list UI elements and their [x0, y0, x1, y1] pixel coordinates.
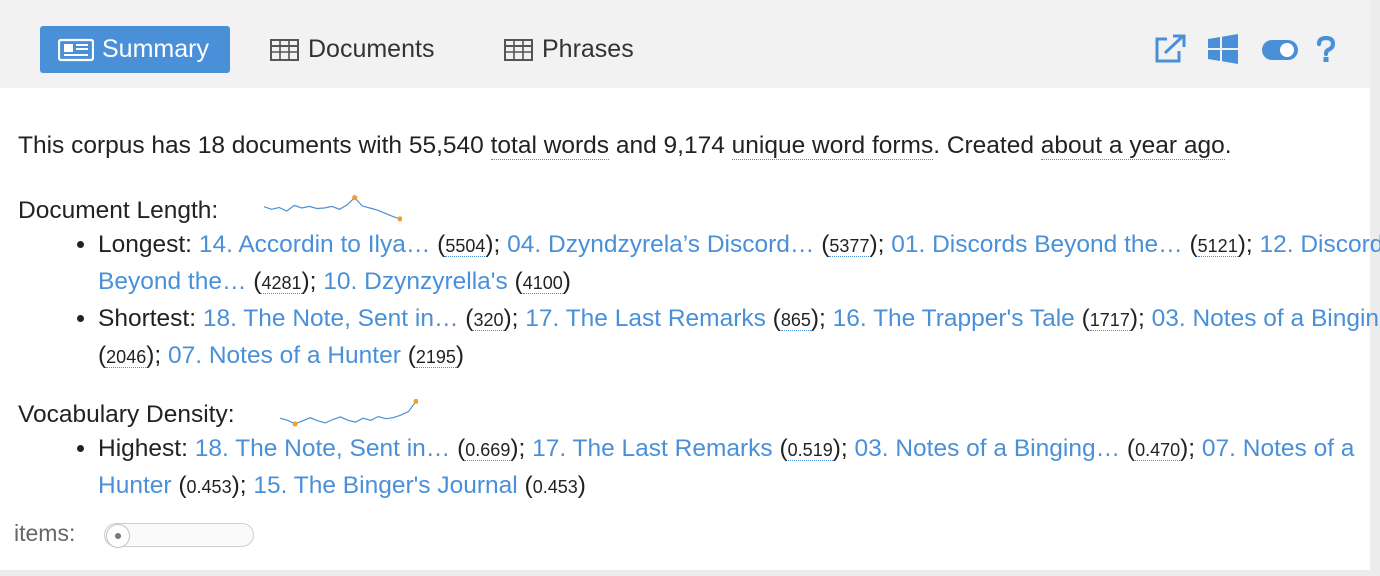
- document-count: 5377: [829, 236, 870, 257]
- document-count: 2195: [415, 347, 456, 368]
- vocabulary-density-sparkline: [279, 398, 418, 427]
- document-count: 4281: [261, 273, 302, 294]
- newspaper-icon: [58, 38, 94, 62]
- document-link[interactable]: 12. Discords Beyond the…: [98, 231, 1380, 295]
- items-slider[interactable]: [104, 523, 254, 548]
- highest-label: Highest:: [98, 435, 188, 462]
- sparkline-series: [263, 196, 401, 220]
- vocabulary-density-list: Highest: 18. The Note, Sent in… (0.669);…: [40, 431, 1380, 505]
- sparkline-max-point: [352, 195, 358, 201]
- document-count: 0.453: [532, 477, 578, 497]
- total-words-term[interactable]: total words: [490, 132, 610, 160]
- document-count: 0.453: [186, 477, 232, 497]
- longest-item: Longest: 14. Accordin to Ilya… (5504); 0…: [98, 227, 1380, 301]
- shortest-item: Shortest: 18. The Note, Sent in… (320); …: [98, 301, 1380, 375]
- document-link[interactable]: 07. Notes of a Hunter: [98, 435, 1355, 499]
- external-link-icon[interactable]: [1153, 34, 1187, 64]
- corpus-summary: This corpus has 18 documents with 55,540…: [18, 132, 1232, 160]
- document-link[interactable]: 07. Notes of a Hunter: [168, 342, 401, 369]
- tab-summary[interactable]: Summary: [40, 26, 230, 73]
- toggle-icon[interactable]: [1261, 38, 1299, 62]
- created-date[interactable]: about a year ago: [1040, 132, 1225, 160]
- vocabulary-density-title: Vocabulary Density:: [18, 401, 235, 428]
- tool-header: Summary Documents: [0, 0, 1370, 88]
- document-link[interactable]: 03. Notes of a Binging…: [1151, 305, 1380, 332]
- document-count: 0.470: [1135, 440, 1181, 461]
- items-slider-handle[interactable]: [106, 524, 130, 548]
- document-count: 0.519: [787, 440, 833, 461]
- document-length-sparkline: [263, 195, 402, 222]
- document-link[interactable]: 10. Dzynzyrella's: [323, 268, 508, 295]
- items-label: items:: [14, 520, 76, 546]
- document-link[interactable]: 03. Notes of a Binging…: [854, 435, 1121, 462]
- document-link[interactable]: 18. The Note, Sent in…: [194, 435, 451, 462]
- document-count: 1717: [1089, 310, 1130, 331]
- tab-phrases[interactable]: Phrases: [504, 26, 634, 73]
- document-count: 0.669: [465, 440, 511, 461]
- highest-item: Highest: 18. The Note, Sent in… (0.669);…: [98, 431, 1380, 505]
- sparkline-max-point: [413, 398, 418, 404]
- tab-documents-label: Documents: [308, 35, 435, 63]
- table-icon: [504, 38, 534, 62]
- document-count: 865: [780, 310, 811, 331]
- windows-icon[interactable]: [1207, 34, 1239, 64]
- tab-documents[interactable]: Documents: [270, 26, 434, 73]
- question-icon[interactable]: [1315, 36, 1337, 64]
- tab-phrases-label: Phrases: [542, 35, 634, 63]
- table-icon: [270, 38, 300, 62]
- document-link[interactable]: 17. The Last Remarks: [525, 305, 766, 332]
- longest-label: Longest:: [98, 231, 192, 258]
- document-link[interactable]: 18. The Note, Sent in…: [202, 305, 459, 332]
- document-length-list: Longest: 14. Accordin to Ilya… (5504); 0…: [40, 227, 1380, 375]
- sparkline-min-point: [397, 216, 402, 222]
- document-link[interactable]: 17. The Last Remarks: [532, 435, 773, 462]
- sparkline-min-point: [292, 421, 298, 427]
- unique-forms-term[interactable]: unique word forms: [731, 132, 934, 160]
- document-link[interactable]: 01. Discords Beyond the…: [891, 231, 1183, 258]
- document-count: 5504: [445, 236, 486, 257]
- document-link[interactable]: 14. Accordin to Ilya…: [198, 231, 431, 258]
- document-count: 320: [473, 310, 504, 331]
- document-length-title: Document Length:: [18, 197, 219, 224]
- document-count: 4100: [522, 273, 563, 294]
- document-link[interactable]: 15. The Binger's Journal: [253, 472, 518, 499]
- document-count: 5121: [1197, 236, 1238, 257]
- sparkline-series: [279, 400, 417, 425]
- shortest-label: Shortest:: [98, 305, 197, 332]
- document-link[interactable]: 16. The Trapper's Tale: [832, 305, 1075, 332]
- tab-summary-label: Summary: [102, 35, 209, 63]
- document-count: 2046: [106, 347, 147, 368]
- document-link[interactable]: 04. Dzyndzyrela’s Discord…: [507, 231, 815, 258]
